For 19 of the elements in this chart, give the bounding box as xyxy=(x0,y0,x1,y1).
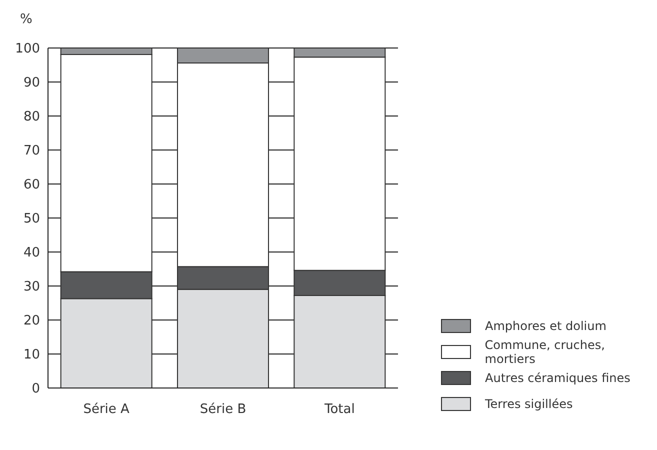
y-tick-label: 60 xyxy=(23,178,40,193)
legend-label: Amphores et dolium xyxy=(485,319,606,333)
legend-label: Autres céramiques fines xyxy=(485,371,630,385)
y-tick-label: 50 xyxy=(23,212,40,227)
y-tick-label: 80 xyxy=(23,110,40,125)
y-tick-label: 40 xyxy=(23,246,40,261)
legend-label: Terres sigillées xyxy=(485,397,573,411)
legend-label: Commune, cruches, mortiers xyxy=(484,338,606,366)
y-tick-label: 20 xyxy=(23,314,40,329)
y-tick-label: 90 xyxy=(23,76,40,91)
y-tick-label: 70 xyxy=(23,144,40,159)
y-tick-label: 30 xyxy=(23,280,40,295)
x-tick-label: Total xyxy=(323,402,355,418)
y-tick-label: 10 xyxy=(23,348,40,363)
x-tick-label: Série B xyxy=(200,402,246,418)
y-tick-label: 100 xyxy=(15,42,40,57)
y-tick-label: 0 xyxy=(32,382,40,397)
x-tick-label: Série A xyxy=(83,402,130,418)
y-axis-title: % xyxy=(20,12,32,27)
